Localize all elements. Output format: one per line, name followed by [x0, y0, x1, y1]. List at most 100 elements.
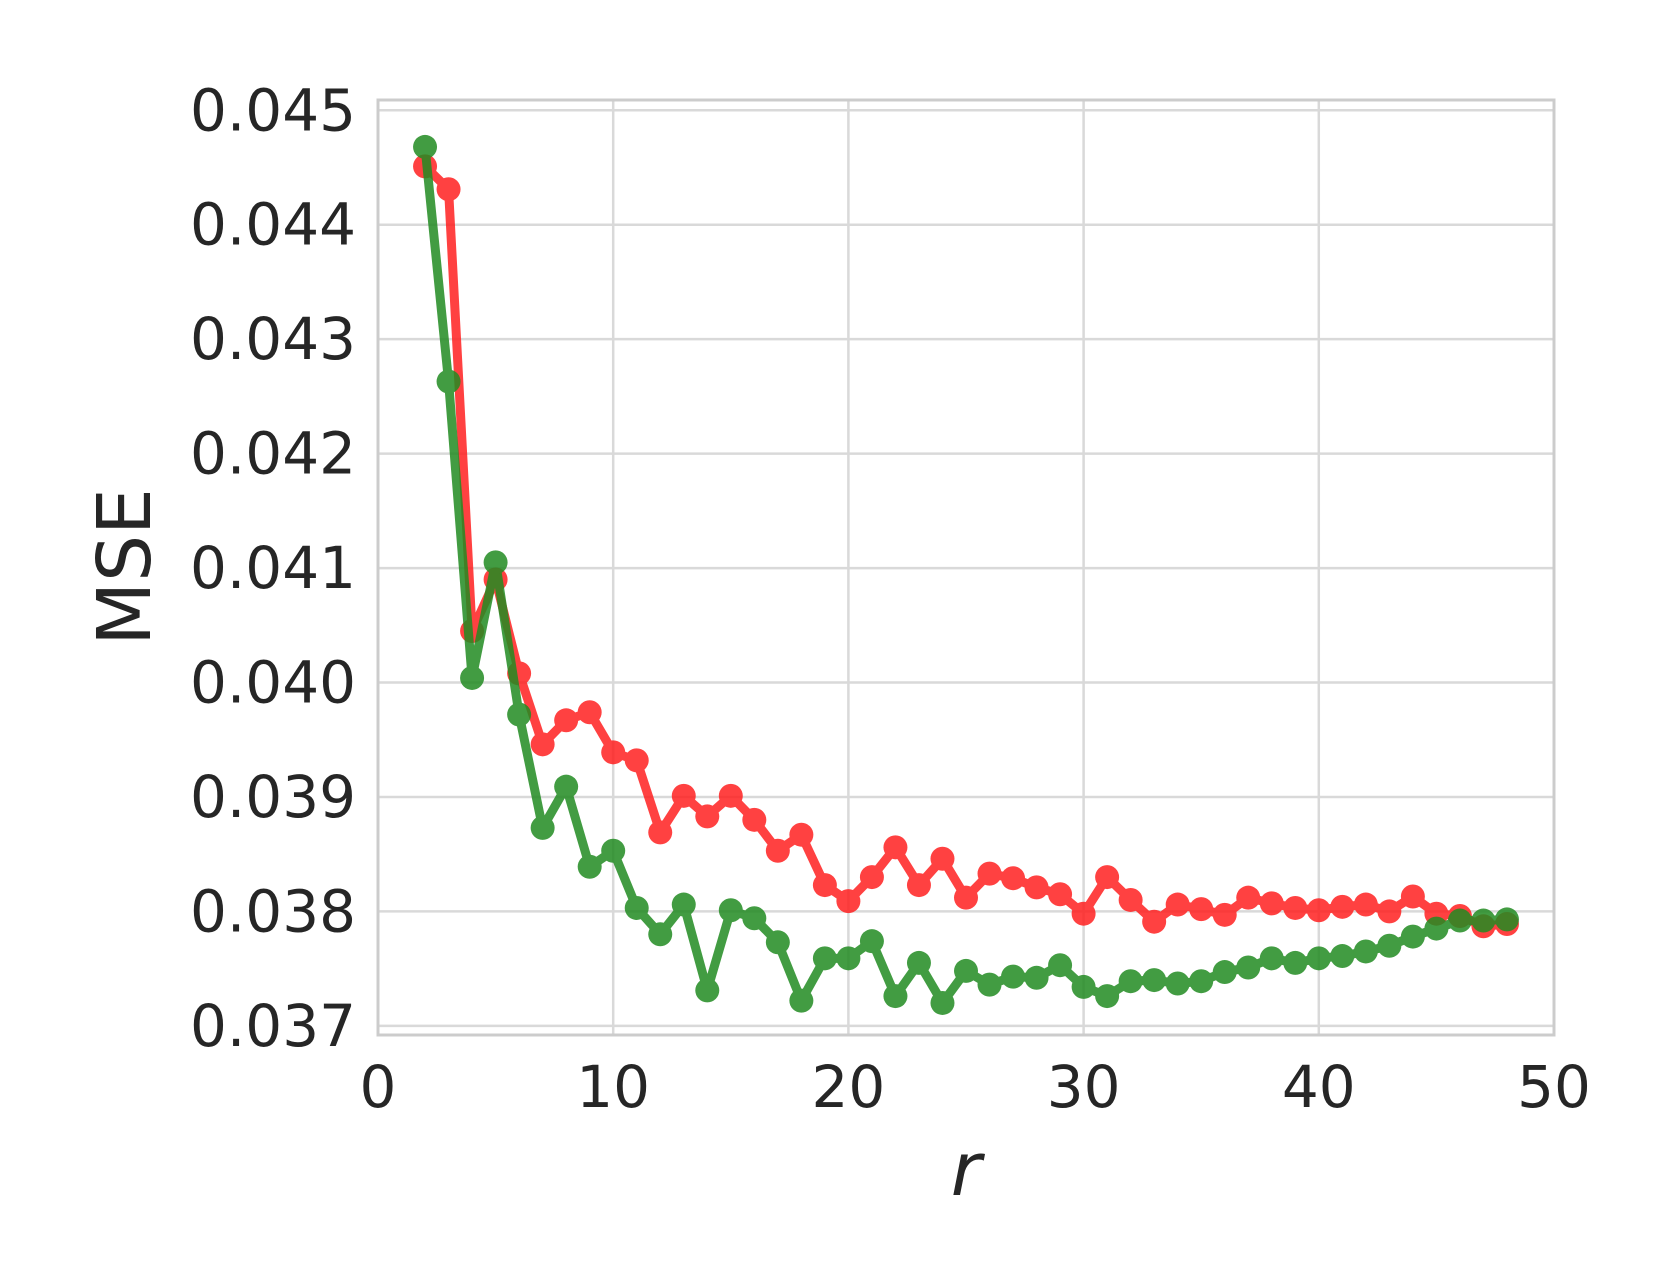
- data-point: [554, 708, 579, 733]
- data-point: [1071, 901, 1096, 926]
- series-layer: [413, 134, 1519, 1015]
- data-point: [1353, 939, 1378, 964]
- y-tick-label: 0.037: [190, 992, 356, 1060]
- x-tick-label: 10: [576, 1053, 650, 1121]
- data-point: [1259, 891, 1284, 916]
- data-point: [1353, 892, 1378, 917]
- y-tick-label: 0.043: [190, 305, 356, 373]
- data-point: [859, 865, 884, 890]
- data-point: [789, 988, 814, 1013]
- y-tick-label: 0.040: [190, 649, 356, 717]
- data-point: [742, 807, 767, 832]
- data-point: [1306, 946, 1331, 971]
- data-point: [1283, 950, 1308, 975]
- data-point: [1377, 899, 1402, 924]
- plot-frame: [376, 98, 1556, 1037]
- y-tick-label: 0.038: [190, 877, 356, 945]
- data-point: [695, 804, 720, 829]
- data-point: [671, 892, 696, 917]
- data-point: [648, 820, 673, 845]
- data-point: [1142, 968, 1167, 993]
- data-point: [1001, 964, 1026, 989]
- data-point: [789, 822, 814, 847]
- data-point: [1118, 887, 1143, 912]
- data-point: [836, 889, 861, 914]
- data-point: [413, 134, 438, 159]
- y-axis-label: MSE: [82, 488, 168, 646]
- data-point: [1118, 969, 1143, 994]
- data-point: [577, 700, 602, 725]
- data-point: [1259, 946, 1284, 971]
- data-point: [718, 783, 743, 808]
- data-point: [1071, 974, 1096, 999]
- data-point: [530, 732, 555, 757]
- grid: [378, 100, 1554, 1035]
- data-point: [836, 946, 861, 971]
- data-point: [671, 783, 696, 808]
- data-point: [1471, 908, 1496, 933]
- y-tick-label: 0.041: [190, 534, 356, 602]
- data-point: [1212, 902, 1237, 927]
- y-tick-label: 0.045: [190, 76, 356, 144]
- data-point: [1306, 898, 1331, 923]
- x-tick-label: 0: [360, 1053, 397, 1121]
- data-point: [977, 972, 1002, 997]
- x-tick-label: 30: [1047, 1053, 1121, 1121]
- data-point: [1400, 884, 1425, 909]
- data-point: [507, 702, 532, 727]
- data-point: [1142, 909, 1167, 934]
- y-tick-label: 0.044: [190, 191, 356, 259]
- x-axis-ticks: 0 10 20 30 40 50: [360, 1053, 1591, 1121]
- data-point: [765, 838, 790, 863]
- data-point: [1048, 953, 1073, 978]
- data-point: [883, 835, 908, 860]
- data-point: [1024, 875, 1049, 900]
- data-point: [883, 984, 908, 1009]
- x-tick-label: 50: [1517, 1053, 1591, 1121]
- data-point: [1212, 960, 1237, 985]
- data-point: [1400, 924, 1425, 949]
- data-point: [1494, 907, 1519, 932]
- data-point: [1377, 933, 1402, 958]
- data-point: [1048, 882, 1073, 907]
- data-point: [977, 861, 1002, 886]
- data-point: [1165, 971, 1190, 996]
- y-tick-label: 0.042: [190, 420, 356, 488]
- data-point: [1330, 894, 1355, 919]
- data-point: [1283, 895, 1308, 920]
- data-point: [436, 177, 461, 202]
- data-point: [812, 873, 837, 898]
- data-point: [930, 846, 955, 871]
- x-axis-label: r: [951, 1127, 986, 1213]
- data-point: [954, 958, 978, 983]
- data-point: [436, 369, 461, 394]
- data-point: [577, 854, 602, 879]
- y-axis-ticks: 0.037 0.038 0.039 0.040 0.041 0.042 0.043 0.044…: [190, 76, 356, 1060]
- data-point: [1165, 892, 1190, 917]
- x-tick-label: 20: [811, 1053, 885, 1121]
- data-point: [1236, 955, 1261, 980]
- data-point: [765, 930, 790, 955]
- data-point: [1024, 965, 1049, 990]
- data-point: [530, 815, 555, 840]
- data-point: [601, 838, 626, 863]
- data-point: [554, 774, 579, 799]
- series-1: [413, 134, 1519, 1015]
- data-point: [1095, 984, 1120, 1009]
- data-point: [812, 946, 837, 971]
- data-point: [1095, 865, 1120, 890]
- y-tick-label: 0.039: [190, 763, 356, 831]
- data-point: [906, 950, 931, 975]
- data-point: [1330, 944, 1355, 969]
- data-point: [1447, 908, 1472, 933]
- data-point: [718, 898, 743, 923]
- data-point: [624, 748, 649, 773]
- data-point: [1424, 916, 1449, 941]
- data-point: [1189, 969, 1214, 994]
- data-point: [601, 740, 626, 765]
- data-point: [648, 922, 673, 947]
- data-point: [483, 550, 508, 575]
- data-point: [930, 990, 955, 1015]
- data-point: [906, 873, 931, 898]
- data-point: [859, 929, 884, 954]
